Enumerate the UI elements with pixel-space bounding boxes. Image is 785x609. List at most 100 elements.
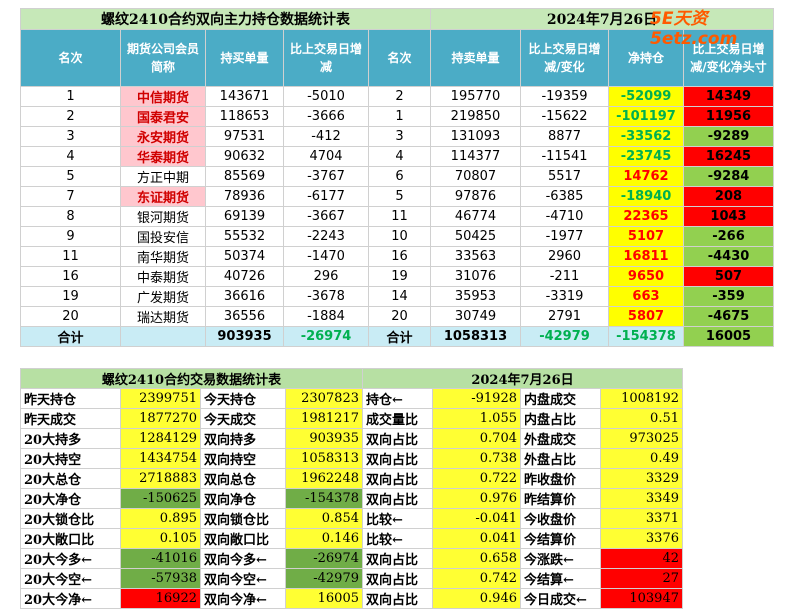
cell: -9289	[683, 126, 774, 147]
cell: 7	[20, 186, 121, 207]
cell: 东证期货	[120, 186, 206, 207]
cell: 16	[20, 266, 121, 287]
cell: -359	[683, 286, 774, 307]
cell: -3767	[283, 166, 369, 187]
cell: 9	[20, 226, 121, 247]
watermark: 5E天资5etz.com	[650, 9, 738, 49]
summary-value: 0.146	[285, 528, 363, 549]
summary-label: 20大今空←	[20, 568, 121, 589]
cell: 永安期货	[120, 126, 206, 147]
cell: 131093	[430, 126, 521, 147]
cell: -11541	[520, 146, 609, 167]
summary-label: 20大总仓	[20, 468, 121, 489]
cell: 瑞达期货	[120, 306, 206, 327]
summary-label: 内盘成交	[520, 388, 601, 409]
cell: -5010	[283, 86, 369, 107]
cell: 19	[368, 266, 431, 287]
summary-value: 103947	[600, 588, 683, 609]
summary-label: 双向占比	[362, 488, 433, 509]
cell: 85569	[205, 166, 284, 187]
cell: 4	[368, 146, 431, 167]
cell: -19359	[520, 86, 609, 107]
cell: -3319	[520, 286, 609, 307]
summary-row: 20大持多 1284129 双向持多 903935 双向占比 0.704 外盘成交 97302…	[20, 428, 683, 449]
summary-label: 20大持多	[20, 428, 121, 449]
summary-value: 973025	[600, 428, 683, 449]
summary-value: 1981217	[285, 408, 363, 429]
summary-value: -57938	[120, 568, 201, 589]
total-cell: -154378	[608, 326, 684, 347]
cell: 5807	[608, 306, 684, 327]
summary-label: 20大锁仓比	[20, 508, 121, 529]
data-row: 5 方正中期 85569 -3767 6 70807 5517 14762 -9284	[20, 166, 774, 187]
summary-label: 20大敞口比	[20, 528, 121, 549]
cell: -4430	[683, 246, 774, 267]
summary-value: 3329	[600, 468, 683, 489]
summary-value: 0.658	[432, 548, 521, 569]
cell: 9650	[608, 266, 684, 287]
cell: 69139	[205, 206, 284, 227]
cell: 5	[368, 186, 431, 207]
summary-label: 20大持空	[20, 448, 121, 469]
data-row: 9 国投安信 55532 -2243 10 50425 -1977 5107 -266	[20, 226, 774, 247]
cell: 方正中期	[120, 166, 206, 187]
summary-label: 双向净仓	[200, 488, 286, 509]
column-header: 比上交易日增减	[283, 29, 369, 87]
cell: -211	[520, 266, 609, 287]
summary-value: 42	[600, 548, 683, 569]
summary-value: 1434754	[120, 448, 201, 469]
total-cell: 903935	[205, 326, 284, 347]
summary-row: 20大净仓 -150625 双向净仓 -154378 双向占比 0.976 昨结算价 3349	[20, 488, 683, 509]
data-row: 2 国泰君安 118653 -3666 1 219850 -15622 -101197 1195…	[20, 106, 774, 127]
summary-label: 比较←	[362, 528, 433, 549]
cell: 2791	[520, 306, 609, 327]
title-row: 螺纹2410合约双向主力持仓数据统计表 2024年7月26日	[20, 8, 774, 30]
cell: 中泰期货	[120, 266, 206, 287]
cell: 中信期货	[120, 86, 206, 107]
data-row: 8 银河期货 69139 -3667 11 46774 -4710 22365 1043	[20, 206, 774, 227]
summary-label: 昨结算价	[520, 488, 601, 509]
cell: 8	[20, 206, 121, 227]
summary-value: 2718883	[120, 468, 201, 489]
cell: -23745	[608, 146, 684, 167]
data-row: 19 广发期货 36616 -3678 14 35953 -3319 663 -359	[20, 286, 774, 307]
cell: -412	[283, 126, 369, 147]
summary-value: 3376	[600, 528, 683, 549]
cell: 4704	[283, 146, 369, 167]
cell: 219850	[430, 106, 521, 127]
summary-label: 双向占比	[362, 468, 433, 489]
summary-value: 903935	[285, 428, 363, 449]
summary-value: 1.055	[432, 408, 521, 429]
summary-label: 双向占比	[362, 548, 433, 569]
summary-label: 成交量比	[362, 408, 433, 429]
summary-label: 双向持空	[200, 448, 286, 469]
data-row: 11 南华期货 50374 -1470 16 33563 2960 16811 -4430	[20, 246, 774, 267]
summary-label: 持仓←	[362, 388, 433, 409]
cell: 35953	[430, 286, 521, 307]
column-header: 期货公司会员简称	[120, 29, 206, 87]
summary-label: 比较←	[362, 508, 433, 529]
cell: -4710	[520, 206, 609, 227]
cell: -2243	[283, 226, 369, 247]
data-row: 4 华泰期货 90632 4704 4 114377 -11541 -23745 16245	[20, 146, 774, 167]
summary-label: 双向锁仓比	[200, 508, 286, 529]
cell: 33563	[430, 246, 521, 267]
summary-value: 0.738	[432, 448, 521, 469]
summary-value: 1008192	[600, 388, 683, 409]
summary-value: -26974	[285, 548, 363, 569]
cell: 97531	[205, 126, 284, 147]
summary-value: -41016	[120, 548, 201, 569]
summary-label: 双向今多←	[200, 548, 286, 569]
total-cell: -42979	[520, 326, 609, 347]
summary-value: 0.51	[600, 408, 683, 429]
cell: 3	[368, 126, 431, 147]
cell: -3678	[283, 286, 369, 307]
summary-value: 16922	[120, 588, 201, 609]
cell: 16	[368, 246, 431, 267]
column-header: 名次	[368, 29, 431, 87]
column-header: 比上交易日增减/变化	[520, 29, 609, 87]
cell: 5107	[608, 226, 684, 247]
summary-value: -91928	[432, 388, 521, 409]
summary-value: 3371	[600, 508, 683, 529]
summary-value: 0.946	[432, 588, 521, 609]
